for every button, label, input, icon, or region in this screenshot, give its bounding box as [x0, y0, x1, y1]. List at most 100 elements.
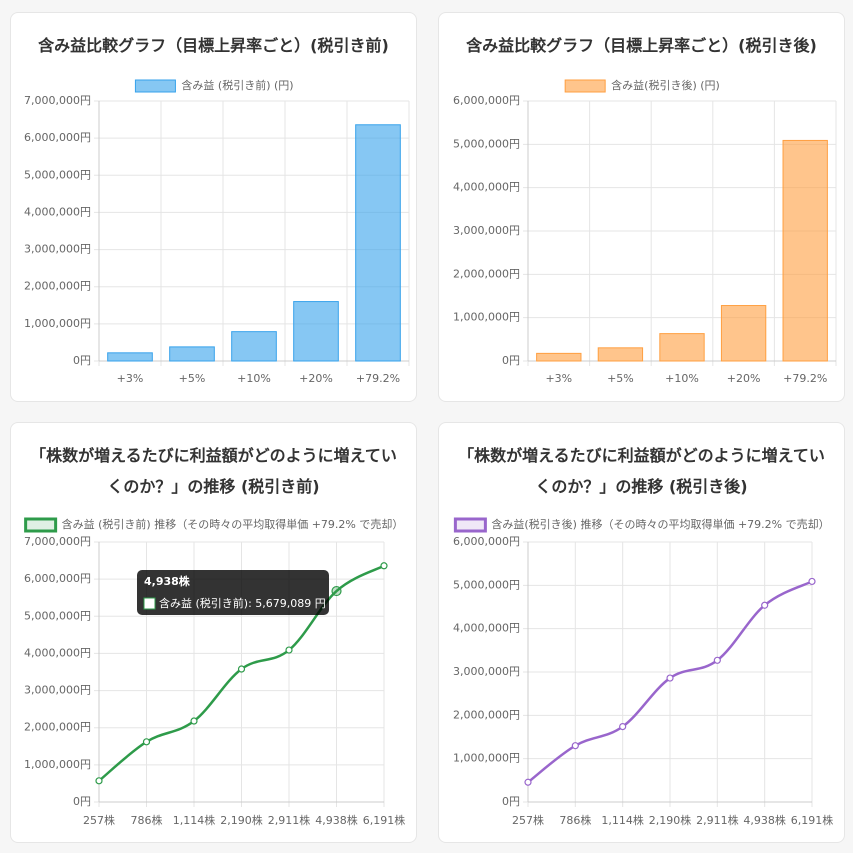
chart-card: 「株数が増えるたびに利益額がどのように増えていくのか？」の推移 (税引き後) 0円… [438, 422, 845, 843]
y-tick-label: 7,000,000円 [24, 535, 91, 548]
x-tick-label: 786株 [131, 813, 163, 827]
legend-label: 含み益 (税引き前) (円) [181, 78, 293, 92]
legend: 含み益 (税引き前) 推移（その時々の平均取得単価 +79.2% で売却） [24, 517, 404, 533]
bar [293, 301, 339, 362]
point [380, 562, 388, 570]
chart-card: 「株数が増えるたびに利益額がどのように増えていくのか？」の推移 (税引き前) 0円… [10, 422, 417, 843]
legend-swatch [134, 79, 176, 93]
point [808, 577, 816, 586]
chart-title: 「株数が増えるたびに利益額がどのように増えていくのか？」の推移 (税引き前) [30, 446, 397, 496]
y-tick-label: 2,000,000円 [24, 280, 91, 293]
x-tick-label: +5% [179, 372, 206, 385]
x-tick-label: 257株 [512, 813, 544, 827]
y-tick-label: 4,000,000円 [24, 646, 91, 659]
legend-swatch [453, 517, 487, 533]
y-tick-label: 3,000,000円 [453, 665, 520, 678]
bar [169, 346, 215, 362]
point [761, 601, 769, 609]
point [713, 656, 721, 664]
x-tick-label: +5% [607, 372, 634, 385]
x-tick-label: +20% [727, 372, 761, 385]
y-tick-label: 6,000,000円 [453, 94, 520, 107]
point [524, 778, 532, 786]
x-tick-label: +79.2% [356, 372, 400, 385]
bar [597, 347, 644, 362]
x-tick-label: +10% [665, 372, 699, 385]
point [666, 674, 674, 682]
bar [107, 352, 153, 362]
point [331, 585, 342, 597]
point [237, 665, 246, 673]
bar [231, 331, 277, 362]
y-tick-label: 4,000,000円 [453, 181, 520, 194]
point [285, 646, 293, 654]
x-tick-label: +3% [545, 372, 572, 385]
y-tick-label: 1,000,000円 [24, 758, 91, 771]
y-tick-label: 2,000,000円 [453, 708, 520, 721]
x-tick-label: 2,911株 [268, 813, 311, 827]
chart: 0円 1,000,000円 2,000,000円 3,000,000円 4,000,00… [24, 517, 406, 827]
y-tick-label: 0円 [502, 795, 520, 808]
y-tick-label: 3,000,000円 [24, 243, 91, 256]
chart: 0円 1,000,000円 2,000,000円 3,000,000円 4,000,00… [24, 78, 410, 385]
y-tick-label: 7,000,000円 [24, 94, 91, 107]
x-tick-label: +10% [237, 372, 271, 385]
tooltip-title: 4,938株 [144, 574, 191, 588]
x-tick-label: +20% [299, 372, 333, 385]
point [571, 742, 579, 750]
legend-swatch [24, 517, 58, 533]
x-tick-label: 4,938株 [315, 813, 358, 827]
y-tick-label: 0円 [502, 354, 520, 367]
x-tick-label: 786株 [559, 813, 591, 827]
y-tick-label: 2,000,000円 [453, 267, 520, 280]
legend-swatch [564, 79, 606, 93]
y-tick-label: 6,000,000円 [453, 535, 520, 548]
y-tick-label: 2,000,000円 [24, 721, 91, 734]
bar [355, 124, 401, 362]
y-tick-label: 4,000,000円 [24, 205, 91, 218]
y-tick-label: 5,000,000円 [453, 137, 520, 150]
point [190, 717, 198, 725]
y-tick-label: 3,000,000円 [453, 224, 520, 237]
x-tick-label: 2,190株 [220, 813, 263, 827]
y-tick-label: 1,000,000円 [453, 311, 520, 324]
chart-title: 含み益比較グラフ（目標上昇率ごと）(税引き前) [38, 36, 389, 55]
bar [659, 333, 705, 362]
bar [720, 305, 767, 362]
y-tick-label: 4,000,000円 [453, 622, 520, 635]
bar [536, 352, 582, 362]
legend-label: 含み益(税引き後) (円) [611, 78, 720, 92]
chart: 0円 1,000,000円 2,000,000円 3,000,000円 4,000,00… [453, 517, 834, 827]
y-tick-label: 6,000,000円 [24, 131, 91, 144]
legend-label: 含み益 (税引き前) 推移（その時々の平均取得単価 +79.2% で売却） [62, 517, 404, 531]
chart: 0円 1,000,000円 2,000,000円 3,000,000円 4,000,00… [453, 78, 837, 385]
x-tick-label: 1,114株 [173, 813, 216, 827]
chart-title: 「株数が増えるたびに利益額がどのように増えていくのか？」の推移 (税引き後) [458, 446, 825, 496]
y-tick-label: 1,000,000円 [453, 752, 520, 765]
tooltip-label: 含み益 (税引き前): 5,679,089 円 [159, 596, 326, 610]
y-tick-label: 6,000,000円 [24, 572, 91, 585]
legend: 含み益 (税引き前) (円) [134, 78, 294, 93]
y-tick-label: 3,000,000円 [24, 684, 91, 697]
x-tick-label: 6,191株 [791, 813, 834, 827]
x-tick-label: +3% [117, 372, 144, 385]
legend-label: 含み益(税引き後) 推移（その時々の平均取得単価 +79.2% で売却） [491, 517, 829, 531]
x-tick-label: 4,938株 [743, 813, 786, 827]
point [619, 723, 627, 731]
legend: 含み益(税引き後) 推移（その時々の平均取得単価 +79.2% で売却） [453, 517, 830, 533]
x-tick-label: 257株 [83, 813, 115, 827]
y-tick-label: 5,000,000円 [453, 578, 520, 591]
y-tick-label: 0円 [73, 795, 91, 808]
tooltip-swatch [143, 597, 156, 610]
x-tick-label: 1,114株 [601, 813, 644, 827]
x-tick-label: +79.2% [783, 372, 827, 385]
y-tick-label: 0円 [73, 354, 91, 367]
chart-card: 含み益比較グラフ（目標上昇率ごと）(税引き後) 0円 1,000,000円 2,000… [438, 12, 845, 402]
x-tick-label: 2,190株 [649, 813, 692, 827]
x-tick-label: 6,191株 [363, 813, 406, 827]
chart-title: 含み益比較グラフ（目標上昇率ごと）(税引き後) [466, 36, 817, 55]
point [142, 738, 151, 746]
bar [782, 139, 828, 362]
x-tick-label: 2,911株 [696, 813, 739, 827]
